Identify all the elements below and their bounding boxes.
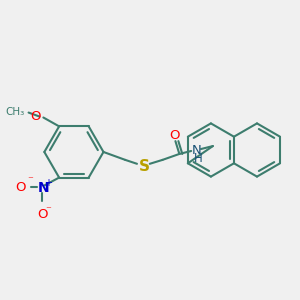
Text: O: O [15, 181, 26, 194]
Text: O: O [169, 129, 180, 142]
Text: ⁻: ⁻ [45, 205, 51, 215]
Text: +: + [44, 178, 52, 188]
Text: O: O [37, 208, 48, 221]
Text: CH₃: CH₃ [5, 106, 25, 117]
Text: ⁻: ⁻ [28, 176, 34, 185]
Text: O: O [30, 110, 40, 123]
Text: S: S [138, 159, 149, 174]
Text: H: H [194, 152, 203, 165]
Text: N: N [38, 182, 49, 195]
Text: N: N [192, 143, 202, 157]
